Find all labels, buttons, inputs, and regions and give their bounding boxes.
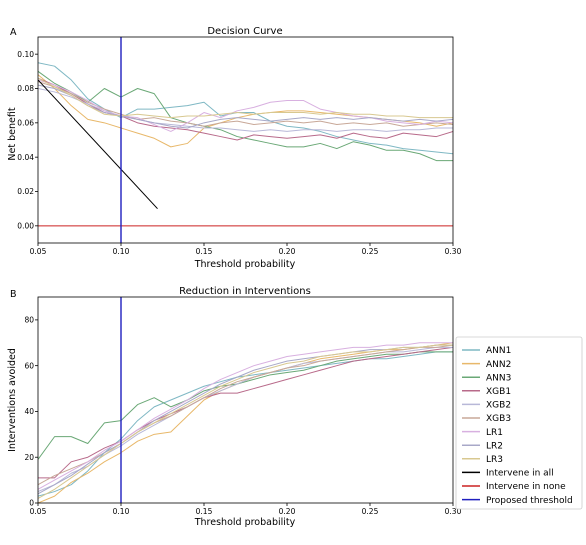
panel-b-ylabel: Interventions avoided bbox=[7, 348, 18, 452]
panel-b-frame bbox=[37, 296, 454, 504]
legend-label-lr3: LR3 bbox=[486, 455, 503, 465]
y-tick-label: 0.02 bbox=[17, 187, 34, 196]
panel-b-ticks: 0.05 0.10 0.15 0.20 0.25 0.30 0 20 40 60 80 bbox=[24, 315, 461, 516]
y-tick-label: 0 bbox=[29, 499, 34, 508]
legend-label-ann2: ANN2 bbox=[486, 360, 511, 370]
legend-label-xgb1: XGB1 bbox=[486, 387, 511, 397]
y-tick-label: 20 bbox=[24, 453, 34, 462]
legend-label-intervene-in-all: Intervene in all bbox=[486, 469, 554, 479]
series-line-intervene-in-all bbox=[38, 79, 158, 210]
x-tick-label: 0.10 bbox=[113, 507, 130, 516]
series-line-ann1 bbox=[38, 62, 453, 155]
legend-label-lr1: LR1 bbox=[486, 428, 503, 438]
panel-b-series bbox=[38, 297, 453, 503]
x-tick-label: 0.05 bbox=[30, 247, 47, 256]
series-line-xgb1 bbox=[38, 346, 453, 479]
decision-curve-title: Decision Curve bbox=[207, 26, 282, 37]
series-line-lr2 bbox=[38, 344, 453, 495]
panel-a-label: A bbox=[10, 27, 17, 38]
series-line-lr3 bbox=[38, 77, 453, 119]
series-line-lr1 bbox=[38, 79, 453, 132]
panel-a-ylabel: Net benefit bbox=[7, 107, 18, 160]
series-line-xgb3 bbox=[38, 344, 453, 486]
panel-a-xlabel: Threshold probability bbox=[194, 259, 296, 270]
panel-b-label: B bbox=[10, 289, 17, 300]
x-tick-label: 0.15 bbox=[196, 247, 213, 256]
decision-curve-panel: A Decision Curve Threshold probability N… bbox=[7, 26, 462, 270]
x-tick-label: 0.25 bbox=[362, 247, 379, 256]
series-line-xgb3 bbox=[38, 81, 453, 127]
legend-label-ann1: ANN1 bbox=[486, 346, 511, 356]
x-tick-label: 0.15 bbox=[196, 507, 213, 516]
series-line-ann3 bbox=[38, 70, 453, 162]
legend-items: ANN1 ANN2 ANN3 XGB1 XGB2 XGB3 LR1 LR2 LR3 Interve… bbox=[462, 346, 573, 506]
y-tick-label: 0.00 bbox=[17, 221, 34, 230]
series-line-lr1 bbox=[38, 342, 453, 490]
y-tick-label: 0.08 bbox=[17, 84, 34, 93]
x-tick-label: 0.30 bbox=[445, 507, 462, 516]
panel-a-series bbox=[38, 37, 453, 243]
series-line-ann3 bbox=[38, 351, 453, 460]
y-tick-label: 40 bbox=[24, 407, 34, 416]
panel-a-frame bbox=[37, 36, 454, 244]
y-tick-label: 0.10 bbox=[17, 50, 34, 59]
legend-label-intervene-in-none: Intervene in none bbox=[486, 482, 566, 492]
legend: ANN1 ANN2 ANN3 XGB1 XGB2 XGB3 LR1 LR2 LR3 Interve… bbox=[455, 336, 583, 510]
reduction-title: Reduction in Interventions bbox=[179, 286, 311, 297]
y-tick-label: 80 bbox=[24, 315, 34, 324]
y-tick-label: 0.06 bbox=[17, 118, 34, 127]
series-line-lr3 bbox=[38, 344, 453, 499]
legend-box bbox=[455, 336, 583, 510]
legend-label-xgb2: XGB2 bbox=[486, 401, 511, 411]
x-tick-label: 0.20 bbox=[279, 507, 296, 516]
x-tick-label: 0.05 bbox=[30, 507, 47, 516]
reduction-panel: B Reduction in Interventions Threshold p… bbox=[7, 286, 462, 528]
y-tick-label: 0.04 bbox=[17, 153, 34, 162]
panel-b-xlabel: Threshold probability bbox=[194, 517, 296, 528]
x-tick-label: 0.25 bbox=[362, 507, 379, 516]
x-tick-label: 0.30 bbox=[445, 247, 462, 256]
series-line-lr2 bbox=[38, 84, 453, 129]
legend-label-proposed-threshold: Proposed threshold bbox=[486, 496, 573, 506]
panel-a-ticks: 0.05 0.10 0.15 0.20 0.25 0.30 0.00 0.02 0.04 0.06… bbox=[17, 50, 461, 256]
x-tick-label: 0.20 bbox=[279, 247, 296, 256]
legend-label-ann3: ANN3 bbox=[486, 373, 511, 383]
series-line-ann2 bbox=[38, 342, 453, 503]
y-tick-label: 60 bbox=[24, 361, 34, 370]
legend-label-lr2: LR2 bbox=[486, 441, 503, 451]
legend-label-xgb3: XGB3 bbox=[486, 414, 511, 424]
x-tick-label: 0.10 bbox=[113, 247, 130, 256]
